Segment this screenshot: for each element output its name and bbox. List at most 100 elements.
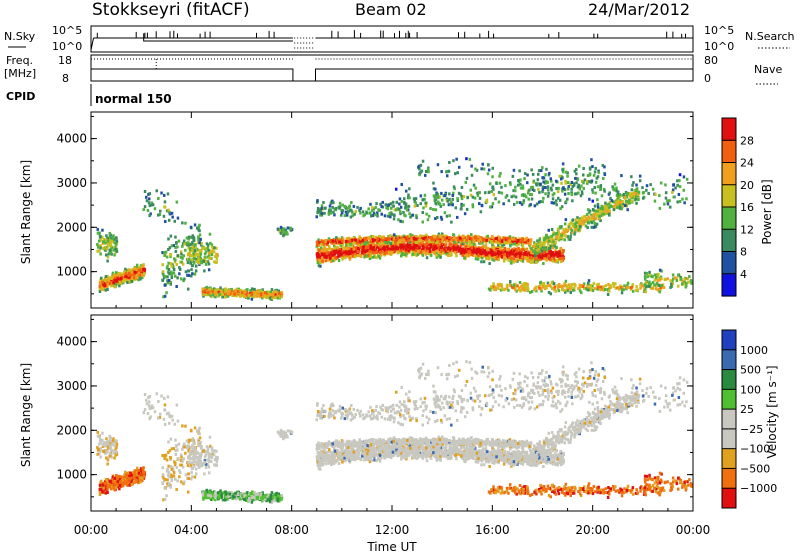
power-point bbox=[374, 235, 378, 239]
power-point bbox=[648, 284, 651, 288]
power-point bbox=[261, 294, 264, 298]
power-point bbox=[418, 239, 421, 242]
power-point bbox=[121, 279, 125, 283]
power-point bbox=[161, 270, 165, 274]
power-point bbox=[530, 257, 534, 261]
power-point bbox=[99, 234, 102, 238]
power-point bbox=[329, 251, 332, 255]
power-point bbox=[437, 195, 440, 199]
power-point bbox=[452, 238, 455, 242]
power-point bbox=[587, 217, 590, 221]
power-point bbox=[533, 257, 537, 261]
power-point bbox=[525, 195, 528, 199]
power-point bbox=[547, 290, 551, 294]
power-point bbox=[606, 288, 610, 292]
power-point bbox=[436, 192, 440, 196]
power-point bbox=[332, 201, 335, 205]
power-point bbox=[598, 216, 601, 220]
power-point bbox=[106, 245, 109, 249]
power-point bbox=[449, 246, 453, 250]
power-point bbox=[669, 285, 672, 289]
power-point bbox=[544, 173, 547, 177]
power-point bbox=[535, 261, 538, 264]
power-point bbox=[533, 241, 536, 245]
power-point bbox=[649, 286, 653, 290]
power-point bbox=[595, 213, 598, 217]
power-point bbox=[457, 240, 460, 244]
power-point bbox=[330, 238, 333, 242]
power-point bbox=[148, 192, 151, 196]
power-point bbox=[634, 288, 638, 292]
power-point bbox=[460, 238, 464, 242]
power-point bbox=[391, 247, 395, 251]
power-point bbox=[485, 256, 489, 260]
power-point bbox=[112, 281, 115, 285]
power-point bbox=[513, 239, 516, 243]
power-point bbox=[175, 263, 178, 266]
power-point bbox=[571, 218, 575, 222]
power-point bbox=[582, 282, 586, 286]
power-point bbox=[191, 241, 194, 245]
power-point bbox=[189, 225, 193, 229]
power-point bbox=[494, 285, 497, 289]
power-point bbox=[517, 286, 521, 290]
power-point bbox=[397, 218, 400, 222]
power-point bbox=[424, 204, 428, 208]
power-point bbox=[207, 254, 211, 258]
power-point bbox=[141, 264, 145, 268]
power-point bbox=[379, 253, 383, 257]
power-point bbox=[644, 277, 647, 281]
power-point bbox=[480, 167, 483, 171]
power-point bbox=[497, 190, 501, 194]
power-point bbox=[538, 247, 541, 250]
power-point bbox=[556, 286, 560, 290]
power-point bbox=[515, 289, 518, 293]
power-point bbox=[412, 197, 416, 201]
power-point bbox=[569, 287, 572, 291]
power-point bbox=[446, 247, 450, 251]
power-point bbox=[535, 254, 538, 258]
power-point bbox=[552, 243, 556, 247]
power-point bbox=[455, 254, 458, 258]
power-point bbox=[445, 236, 449, 240]
power-point bbox=[620, 288, 624, 292]
power-point bbox=[594, 224, 598, 228]
power-point bbox=[425, 243, 428, 247]
power-point bbox=[608, 209, 611, 213]
power-point bbox=[98, 290, 102, 293]
power-point bbox=[167, 279, 171, 282]
power-point bbox=[497, 256, 501, 260]
power-point bbox=[586, 286, 590, 290]
power-point bbox=[655, 282, 659, 285]
power-point bbox=[373, 244, 376, 248]
power-point bbox=[190, 254, 194, 258]
power-point bbox=[595, 176, 599, 180]
power-point bbox=[615, 200, 619, 204]
power-point bbox=[376, 237, 380, 240]
power-point bbox=[209, 291, 213, 295]
power-point bbox=[198, 233, 202, 237]
power-point bbox=[114, 278, 117, 282]
power-point bbox=[408, 187, 411, 191]
power-point bbox=[504, 184, 507, 188]
power-point bbox=[503, 256, 506, 260]
power-point bbox=[526, 181, 529, 185]
power-point bbox=[212, 250, 216, 254]
power-point bbox=[595, 283, 599, 287]
power-point bbox=[524, 255, 527, 259]
power-point bbox=[501, 244, 504, 248]
power-point bbox=[117, 271, 121, 275]
power-point bbox=[502, 243, 506, 247]
power-point bbox=[384, 203, 387, 207]
power-point bbox=[223, 292, 226, 296]
power-point bbox=[427, 243, 430, 247]
power-point bbox=[370, 234, 373, 238]
power-point bbox=[378, 256, 382, 260]
power-point bbox=[364, 242, 367, 246]
power-point bbox=[434, 217, 437, 221]
power-point bbox=[645, 285, 648, 289]
power-point bbox=[344, 210, 348, 214]
power-point bbox=[624, 199, 628, 203]
power-point bbox=[318, 258, 321, 262]
power-point bbox=[149, 212, 152, 216]
